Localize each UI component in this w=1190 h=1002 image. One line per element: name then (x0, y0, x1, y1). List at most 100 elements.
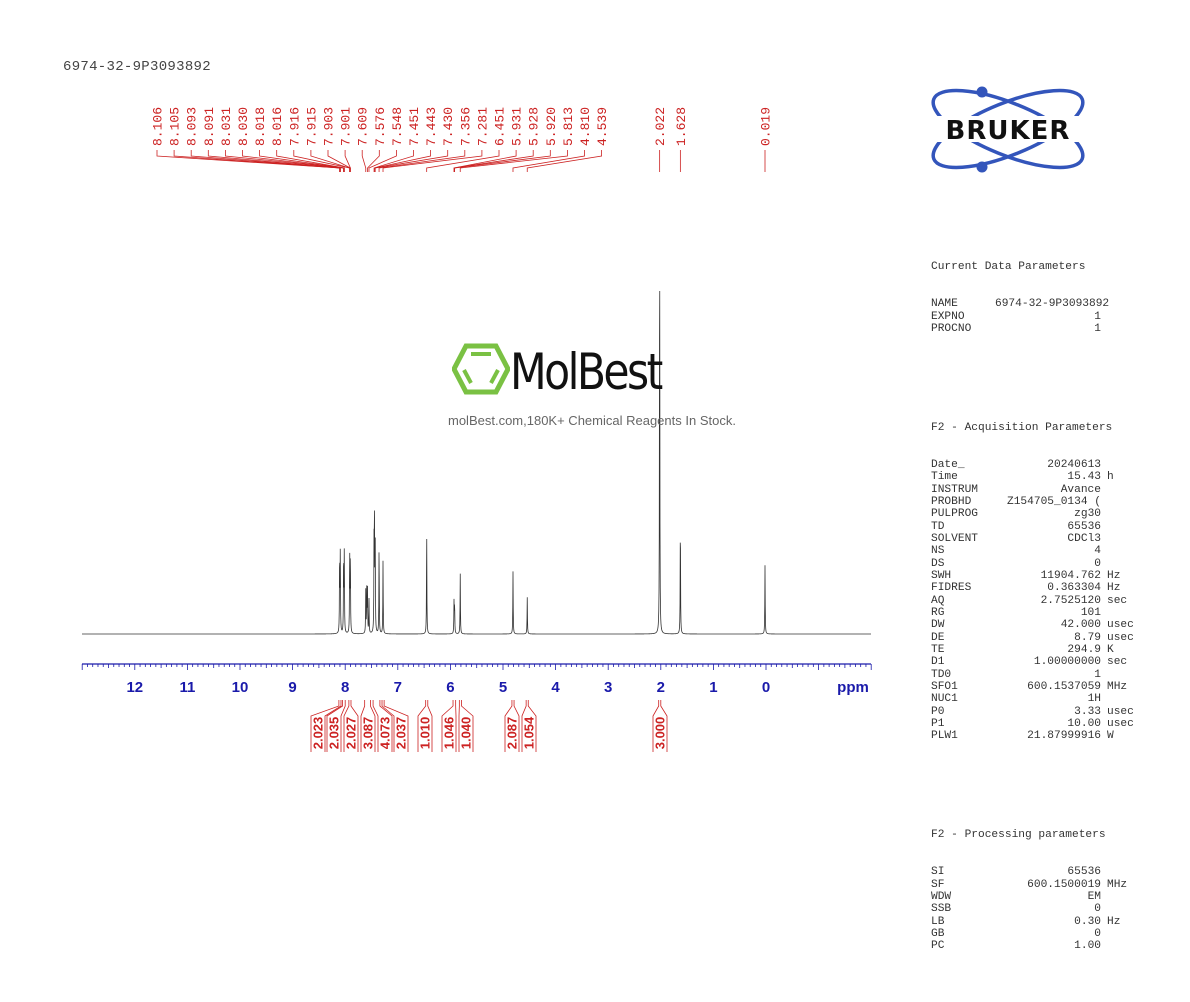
param-unit (1101, 866, 1107, 878)
section-title: F2 - Processing parameters (931, 829, 1106, 842)
svg-text:4.810: 4.810 (578, 107, 593, 146)
param-value: 600.1500019 (1027, 878, 1101, 891)
param-value: 0 (1094, 557, 1101, 570)
param-value: 0.363304 (1047, 582, 1101, 595)
svg-text:8.016: 8.016 (270, 107, 285, 146)
svg-text:8.105: 8.105 (168, 107, 183, 146)
peak-labels: 8.106 8.105 8.093 8.091 8.031 8.030 8.018 8.016… (151, 107, 774, 172)
molbest-hexagon-icon (452, 343, 510, 395)
svg-text:5: 5 (499, 679, 507, 696)
param-row: Date_ 20240613 (931, 459, 1134, 471)
svg-text:8.018: 8.018 (253, 107, 268, 146)
svg-text:1.046: 1.046 (442, 717, 457, 750)
svg-text:2.087: 2.087 (505, 717, 520, 750)
param-unit (1101, 459, 1107, 471)
integral-labels: 2.023 2.035 2.027 3.087 4.073 2.037 1.010 1.046… (311, 700, 668, 752)
param-unit (1101, 521, 1107, 533)
param-value: 0.30 (1074, 915, 1101, 928)
param-row: P1 10.00 usec (931, 718, 1134, 730)
param-unit (1101, 484, 1107, 496)
svg-text:8: 8 (341, 679, 349, 696)
param-key: Date_ (931, 458, 965, 471)
param-value: 1H (1087, 693, 1101, 706)
param-unit: K (1107, 644, 1114, 657)
param-unit: sec (1107, 656, 1128, 669)
param-key: SF (931, 878, 945, 891)
svg-text:4.539: 4.539 (595, 107, 610, 146)
param-value: 15.43 (1067, 471, 1101, 484)
svg-text:8.093: 8.093 (185, 107, 200, 146)
param-value: 8.79 (1074, 631, 1101, 644)
param-row: LB 0.30 Hz (931, 916, 1134, 928)
svg-text:ppm: ppm (837, 679, 869, 696)
param-key: PULPROG (931, 508, 978, 521)
svg-text:5.931: 5.931 (510, 107, 525, 146)
param-value: zg30 (1074, 508, 1101, 521)
param-value: 21.87999916 (1027, 730, 1101, 743)
param-row: NUC1 1H (931, 693, 1134, 705)
param-row: DW 42.000 usec (931, 619, 1134, 631)
sample-title: 6974-32-9P3093892 (63, 59, 211, 75)
param-unit (1101, 693, 1107, 705)
param-key: TD (931, 520, 945, 533)
current-data-params: Current Data Parameters NAME 6974-32-9P30… (931, 237, 1134, 360)
param-key: PROBHD (931, 495, 972, 508)
svg-text:9: 9 (288, 679, 296, 696)
svg-text:5.920: 5.920 (544, 107, 559, 146)
param-value: 600.1537059 (1027, 681, 1101, 694)
param-value: 294.9 (1067, 644, 1101, 657)
param-unit: W (1107, 730, 1114, 743)
svg-text:2.035: 2.035 (327, 717, 342, 750)
param-row: PC 1.00 (931, 940, 1134, 952)
param-row: EXPNO 1 (931, 311, 1134, 323)
param-key: PC (931, 940, 945, 953)
param-unit (1101, 940, 1107, 952)
param-unit (1101, 311, 1107, 323)
svg-text:4.073: 4.073 (378, 717, 393, 750)
param-value: 6974-32-9P3093892 (995, 298, 1110, 311)
param-row: FIDRES 0.363304 Hz (931, 582, 1134, 594)
param-key: LB (931, 915, 945, 928)
param-value: EM (1087, 890, 1101, 903)
param-unit: Hz (1107, 582, 1121, 595)
param-row: AQ 2.7525120 sec (931, 595, 1134, 607)
param-key: NAME (931, 298, 958, 311)
param-key: GB (931, 927, 945, 940)
param-value: 4 (1094, 545, 1101, 558)
param-unit: usec (1107, 705, 1134, 718)
nmr-spectrum-chart: 8.106 8.105 8.093 8.091 8.031 8.030 8.018 8.016… (81, 107, 872, 752)
svg-text:11: 11 (179, 679, 195, 696)
svg-text:7.430: 7.430 (441, 107, 456, 146)
param-value: 1.00000000 (1033, 656, 1101, 669)
param-key: AQ (931, 594, 945, 607)
param-row: SWH 11904.762 Hz (931, 570, 1134, 582)
svg-text:3: 3 (604, 679, 612, 696)
svg-text:7.609: 7.609 (356, 107, 371, 146)
param-key: P0 (931, 705, 945, 718)
param-key: Time (931, 471, 958, 484)
svg-text:7: 7 (394, 679, 402, 696)
param-unit: sec (1107, 594, 1128, 607)
param-value: 65536 (1067, 520, 1101, 533)
param-row: Time 15.43 h (931, 471, 1134, 483)
svg-text:7.916: 7.916 (287, 107, 302, 146)
param-row: RG 101 (931, 607, 1134, 619)
param-key: SSB (931, 903, 952, 916)
param-unit (1101, 607, 1107, 619)
param-unit (1101, 323, 1107, 335)
param-unit (1101, 903, 1107, 915)
svg-text:7.281: 7.281 (475, 107, 490, 146)
param-value: 65536 (1067, 866, 1101, 879)
svg-text:0: 0 (762, 679, 770, 696)
svg-text:12: 12 (126, 679, 143, 696)
param-row: SFO1 600.1537059 MHz (931, 681, 1134, 693)
param-row: PROBHD Z154705_0134 ( (931, 496, 1134, 508)
svg-text:0.019: 0.019 (759, 107, 774, 146)
param-value: CDCl3 (1067, 532, 1101, 545)
param-value: 0 (1094, 927, 1101, 940)
param-key: PROCNO (931, 323, 972, 336)
param-key: SFO1 (931, 681, 958, 694)
param-unit: MHz (1107, 681, 1128, 694)
param-value: 11904.762 (1040, 569, 1101, 582)
svg-text:1.628: 1.628 (674, 107, 689, 146)
